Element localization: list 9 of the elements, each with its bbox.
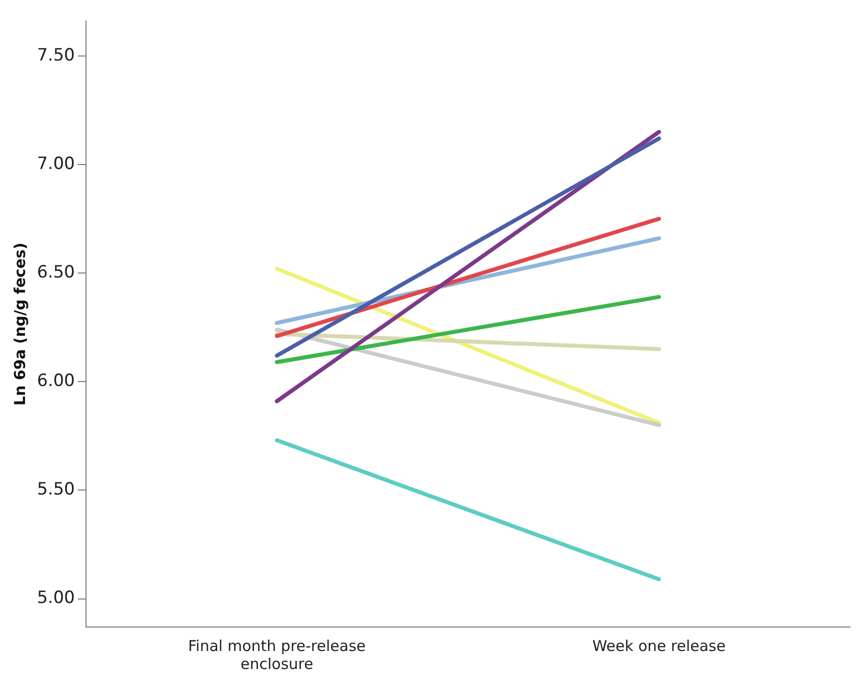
y-tick-label: 5.00	[36, 588, 75, 608]
x-tick-label: Week one release	[592, 636, 726, 655]
y-tick-label: 7.50	[36, 45, 75, 66]
x-tick-label: Final month pre-release enclosure	[188, 636, 366, 673]
y-axis-title: Ln 69a (ng/g feces)	[10, 242, 29, 406]
y-tick-label: 6.50	[36, 262, 75, 282]
y-tick-label: 5.50	[36, 480, 75, 500]
y-tick-label: 7.00	[36, 154, 75, 174]
y-tick-label: 6.00	[36, 371, 75, 392]
